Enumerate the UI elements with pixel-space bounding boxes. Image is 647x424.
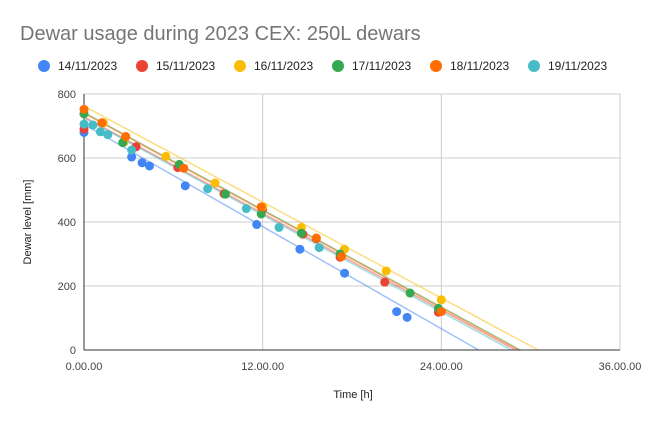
y-tick-label: 600 bbox=[58, 153, 76, 165]
data-point bbox=[380, 277, 390, 287]
data-point bbox=[436, 307, 446, 317]
data-point bbox=[295, 244, 305, 254]
legend-label: 16/11/2023 bbox=[254, 59, 313, 73]
data-point bbox=[337, 252, 347, 262]
legend-marker bbox=[528, 60, 540, 72]
data-point bbox=[274, 222, 284, 232]
y-tick-label: 200 bbox=[58, 281, 76, 293]
data-point bbox=[97, 118, 107, 128]
x-tick-label: 24.00.00 bbox=[420, 361, 463, 373]
x-tick-label: 36.00.00 bbox=[599, 361, 642, 373]
data-point bbox=[127, 152, 137, 162]
data-point bbox=[402, 312, 412, 322]
data-point bbox=[314, 243, 324, 253]
trendline bbox=[83, 105, 539, 351]
data-point bbox=[256, 209, 266, 219]
legend: 14/11/2023 15/11/2023 16/11/2023 17/11/2023… bbox=[38, 59, 607, 73]
y-tick-label: 800 bbox=[58, 89, 76, 101]
x-tick-label: 0.00.00 bbox=[66, 361, 103, 373]
data-point bbox=[340, 268, 350, 278]
data-point bbox=[405, 288, 415, 298]
legend-marker bbox=[38, 60, 50, 72]
data-points bbox=[79, 104, 446, 322]
legend-marker bbox=[332, 60, 344, 72]
data-point bbox=[121, 132, 131, 142]
legend-marker bbox=[430, 60, 442, 72]
data-point bbox=[137, 158, 147, 168]
x-axis-label: Time [h] bbox=[333, 389, 372, 401]
data-point bbox=[381, 266, 391, 276]
legend-marker bbox=[136, 60, 148, 72]
data-point bbox=[256, 202, 266, 212]
data-point bbox=[145, 161, 155, 171]
y-tick-label: 400 bbox=[58, 217, 76, 229]
data-point bbox=[95, 127, 105, 137]
data-point bbox=[180, 181, 190, 191]
data-point bbox=[127, 145, 137, 155]
legend-label: 17/11/2023 bbox=[352, 59, 411, 73]
data-point bbox=[79, 119, 89, 129]
y-tick-label: 0 bbox=[70, 345, 76, 357]
data-point bbox=[220, 189, 230, 199]
legend-item: 15/11/2023 bbox=[136, 59, 215, 73]
legend-item: 17/11/2023 bbox=[332, 59, 411, 73]
legend-marker bbox=[234, 60, 246, 72]
legend-item: 16/11/2023 bbox=[234, 59, 313, 73]
chart-title: Dewar usage during 2023 CEX: 250L dewars bbox=[20, 23, 421, 45]
data-point bbox=[103, 130, 113, 140]
legend-item: 14/11/2023 bbox=[38, 59, 117, 73]
legend-label: 18/11/2023 bbox=[450, 59, 509, 73]
data-point bbox=[436, 295, 446, 305]
y-axis-label: Dewar level [mm] bbox=[22, 180, 34, 265]
data-point bbox=[179, 163, 189, 173]
legend-label: 14/11/2023 bbox=[58, 59, 117, 73]
legend-label: 15/11/2023 bbox=[156, 59, 215, 73]
data-point bbox=[311, 233, 321, 243]
legend-item: 18/11/2023 bbox=[430, 59, 509, 73]
data-point bbox=[241, 204, 251, 214]
data-point bbox=[392, 307, 402, 317]
tick-labels: 0.00.00 12.00.00 24.00.00 36.00.00 0 200 400 60… bbox=[58, 89, 642, 373]
data-point bbox=[203, 184, 213, 194]
data-point bbox=[79, 104, 89, 114]
data-point bbox=[296, 228, 306, 238]
legend-item: 19/11/2023 bbox=[528, 59, 607, 73]
data-point bbox=[210, 178, 220, 188]
legend-label: 19/11/2023 bbox=[548, 59, 607, 73]
data-point bbox=[161, 151, 171, 161]
data-point bbox=[252, 220, 262, 230]
data-point bbox=[88, 120, 98, 130]
x-tick-label: 12.00.00 bbox=[241, 361, 284, 373]
